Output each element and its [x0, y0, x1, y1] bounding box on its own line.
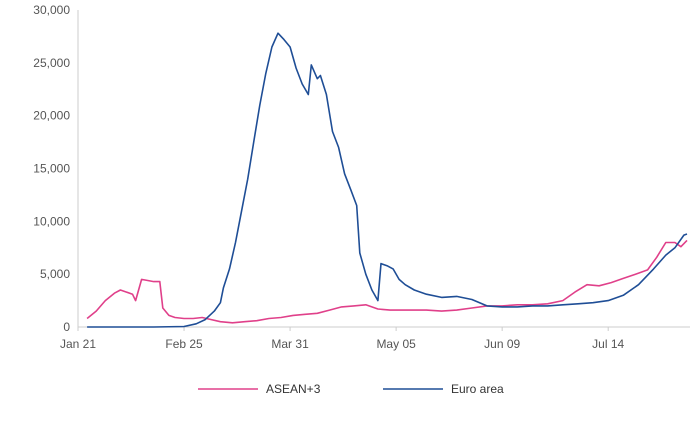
legend: ASEAN+3 Euro area: [198, 382, 504, 396]
legend-label-euro-area: Euro area: [451, 382, 504, 396]
series-layer: [86, 32, 688, 328]
x-tick-label: Feb 25: [165, 337, 203, 351]
x-tick-label: Jun 09: [484, 337, 520, 351]
y-axis: 0 5,000 10,000 15,000 20,000 25,000 30,000: [33, 3, 79, 334]
y-tick-label: 10,000: [33, 214, 70, 228]
series-line-asean-plus-3: [86, 239, 688, 324]
y-tick-label: 5,000: [40, 267, 70, 281]
x-tick-label: Jul 14: [592, 337, 624, 351]
y-tick-label: 25,000: [33, 56, 70, 70]
series-line-euro-area: [87, 32, 688, 328]
y-tick-label: 30,000: [33, 3, 70, 17]
x-tick-label: Jan 21: [60, 337, 96, 351]
x-axis: Jan 21 Feb 25 Mar 31 May 05 Jun 09 Jul 14: [60, 326, 690, 351]
x-tick-label: May 05: [376, 337, 416, 351]
y-tick-label: 15,000: [33, 162, 70, 176]
y-tick-label: 20,000: [33, 109, 70, 123]
y-tick-label: 0: [63, 320, 70, 334]
x-tick-label: Mar 31: [271, 337, 309, 351]
legend-label-asean-plus-3: ASEAN+3: [266, 382, 321, 396]
